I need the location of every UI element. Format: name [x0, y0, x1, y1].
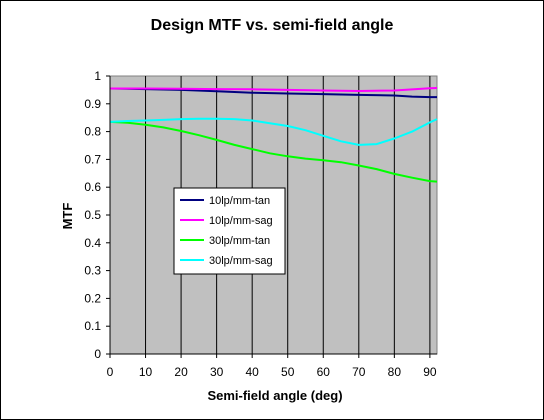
legend-label: 10lp/mm-tan: [209, 195, 270, 207]
x-tick-label: 10: [139, 365, 153, 379]
x-tick-label: 90: [423, 365, 437, 379]
x-tick-label: 0: [107, 365, 114, 379]
x-tick-label: 20: [174, 365, 188, 379]
x-tick-label: 80: [388, 365, 402, 379]
x-tick-label: 70: [352, 365, 366, 379]
y-tick-label: 0.1: [84, 319, 101, 333]
y-tick-label: 0.2: [84, 291, 101, 305]
y-tick-label: 0: [94, 347, 101, 361]
y-tick-label: 1: [94, 69, 101, 83]
y-tick-label: 0.3: [84, 264, 101, 278]
x-tick-label: 40: [245, 365, 259, 379]
y-tick-label: 0.6: [84, 180, 101, 194]
y-tick-label: 0.8: [84, 125, 101, 139]
chart-title: Design MTF vs. semi-field angle: [151, 17, 394, 34]
legend-label: 30lp/mm-tan: [209, 235, 270, 247]
x-axis-title: Semi-field angle (deg): [207, 388, 342, 403]
legend-label: 30lp/mm-sag: [209, 255, 273, 267]
y-tick-label: 0.7: [84, 152, 101, 166]
y-axis-title: MTF: [60, 203, 75, 230]
y-tick-label: 0.5: [84, 208, 101, 222]
legend: 10lp/mm-tan 10lp/mm-sag 30lp/mm-tan 30lp/mm…: [174, 188, 285, 274]
x-tick-label: 60: [317, 365, 331, 379]
y-tick-label: 0.4: [84, 236, 101, 250]
y-tick-label: 0.9: [84, 97, 101, 111]
x-tick-label: 30: [210, 365, 224, 379]
x-tick-label: 50: [281, 365, 295, 379]
legend-label: 10lp/mm-sag: [209, 215, 273, 227]
